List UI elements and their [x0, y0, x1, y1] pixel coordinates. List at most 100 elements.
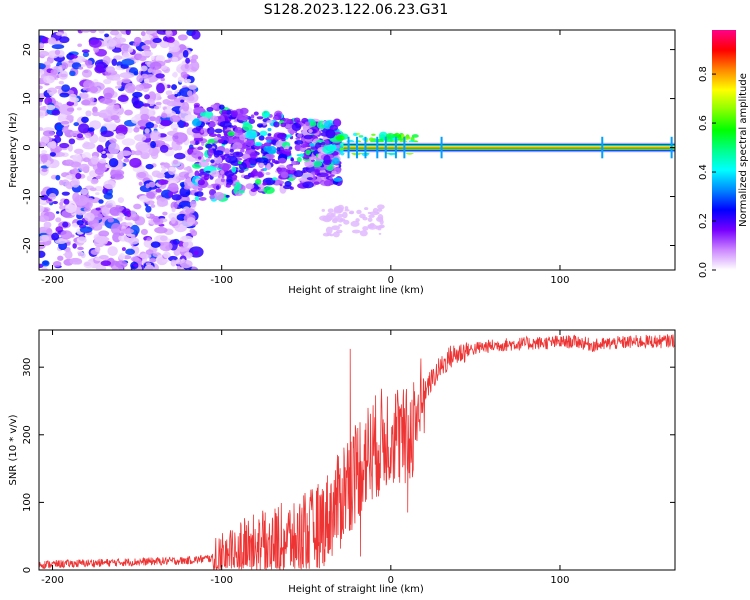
spectrogram-cell — [304, 121, 310, 126]
spectrogram-cell — [367, 217, 373, 222]
spectrogram-cell — [94, 167, 105, 175]
spectrogram-cell — [327, 208, 334, 213]
spectrogram-cell — [367, 211, 372, 215]
spectrogram-cell — [302, 143, 310, 148]
spectrogram-cell — [149, 116, 157, 122]
spectrogram-cell — [223, 134, 229, 136]
spectrogram-cell — [149, 257, 157, 263]
spectrogram-cell — [253, 176, 259, 179]
spectrogram-cell — [82, 142, 96, 150]
spectrogram-cell — [291, 160, 299, 166]
spectrogram-cell — [238, 169, 245, 173]
spectrogram-cell — [183, 167, 189, 171]
spectrogram-cell — [162, 135, 175, 142]
spectrogram-cell — [139, 105, 149, 115]
spectrogram-cell — [133, 71, 139, 76]
spectrogram-cell — [239, 107, 249, 115]
spectrogram-carrier-band — [343, 147, 675, 149]
spectrogram-cell — [45, 104, 56, 111]
spectrogram-cell — [293, 117, 301, 123]
spectrogram-cell — [343, 219, 350, 225]
spectrogram-cell — [338, 224, 342, 227]
colorbar-tick-label: 0.0 — [698, 262, 709, 278]
spectrogram-cell — [276, 147, 281, 152]
snr-ytick-label: 300 — [22, 358, 33, 377]
spectrogram-cell — [98, 158, 107, 164]
spectrogram-cell — [283, 184, 292, 190]
spectrogram-cell — [89, 30, 97, 34]
spectrogram-cell — [331, 170, 337, 175]
spectrogram-cell — [289, 170, 295, 174]
spectrogram-cell — [185, 208, 195, 214]
spectrogram-cell — [48, 192, 57, 200]
spectrogram-cell — [118, 150, 132, 157]
spectrogram-cell — [84, 60, 93, 66]
spectrogram-cell — [273, 121, 280, 128]
spectrogram-cell — [70, 178, 80, 188]
spectrogram-cell — [299, 153, 304, 158]
spectrogram-cell — [208, 133, 218, 137]
spectrogram-cell — [264, 153, 275, 159]
spectrogram-cell — [184, 114, 197, 121]
spectrogram-cell — [177, 76, 185, 83]
spectrogram-cell — [358, 135, 364, 138]
spectrogram-cell — [218, 162, 232, 171]
spectrogram-cell — [85, 87, 91, 92]
spectrogram-cell — [42, 260, 49, 265]
spectrogram-cell — [98, 135, 107, 143]
spectrogram-cell — [71, 97, 77, 102]
spectrogram-cell — [55, 129, 64, 137]
spectrogram-cell — [231, 183, 236, 186]
spectrogram-cell — [59, 201, 64, 207]
spectrogram-cell — [295, 137, 301, 140]
spectrogram-cell — [377, 204, 385, 210]
spectrogram-cell — [39, 205, 45, 213]
snr-frame — [38, 329, 676, 571]
spectrogram-cell — [122, 52, 130, 58]
spectrogram-cell — [52, 261, 62, 267]
spectrogram-cell — [175, 145, 183, 151]
spectrogram-cell — [378, 232, 382, 235]
spectrogram-cell — [205, 170, 211, 173]
spectrogram-cell — [145, 163, 154, 170]
spectrogram-cell — [267, 133, 272, 137]
spectrogram-cell — [190, 60, 200, 72]
spectrogram-carrier-spike — [394, 136, 397, 159]
spectrogram-cell — [39, 62, 46, 70]
spectrogram-cell — [191, 54, 199, 60]
spectrogram-cell — [323, 154, 331, 164]
colorbar-label: Normalized spectral amplitude — [738, 73, 749, 227]
spectrogram-cell — [156, 82, 165, 94]
spectrogram-cell — [133, 127, 140, 133]
spectrogram-cell — [149, 130, 161, 141]
spectrogram-cell — [81, 49, 90, 53]
spectrogram-cell — [245, 130, 258, 140]
spectrogram-cell — [121, 78, 131, 84]
spectrogram-cell — [59, 205, 66, 210]
spectrogram-cell — [84, 262, 91, 267]
spectrogram-cell — [106, 204, 112, 209]
spectrogram-ylabel: Frequency (Hz) — [8, 112, 19, 188]
spectrogram-cell — [136, 53, 143, 59]
spectrogram-cell — [278, 157, 287, 164]
spectrogram-cell — [325, 129, 336, 139]
spectrogram-cell — [341, 136, 345, 139]
spectrogram-cell — [223, 153, 230, 157]
colorbar-bar — [712, 30, 736, 270]
spectrogram-cell — [385, 137, 393, 143]
spectrogram-cell — [313, 181, 320, 185]
spectrogram-cell — [225, 184, 231, 188]
spectrogram-cell — [68, 138, 76, 145]
spectrogram-carrier-spike — [384, 136, 387, 159]
spectrogram-cell — [207, 126, 215, 135]
spectrogram-cell — [194, 196, 200, 202]
snr-panel: -200 -100 0 100 0 100 200 300 Height of straigh… — [8, 329, 676, 595]
spectrogram-cell — [146, 191, 155, 199]
spectrogram-cell — [78, 163, 90, 172]
spectrogram-cell — [296, 133, 303, 138]
spectrogram-cell — [171, 56, 179, 62]
spectrogram-cell — [83, 207, 91, 212]
spectrogram-cell — [72, 192, 80, 203]
spectrogram-cell — [180, 99, 185, 103]
spectrogram-cell — [54, 134, 60, 138]
